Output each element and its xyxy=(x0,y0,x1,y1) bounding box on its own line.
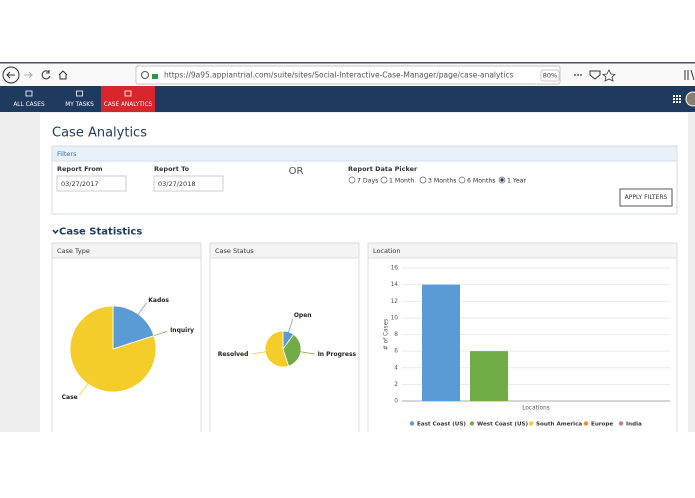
pie-label-line xyxy=(287,318,294,334)
pie-label-line xyxy=(251,351,268,355)
legend-marker xyxy=(528,421,534,426)
bar[interactable] xyxy=(470,351,508,401)
chart-panel-header xyxy=(209,242,360,259)
pie-label: Kados xyxy=(148,297,169,304)
legend-marker xyxy=(469,421,475,426)
to-value: 03/27/2018 xyxy=(158,180,195,188)
from-label: Report From xyxy=(57,165,103,173)
pie-label: Resolved xyxy=(218,351,249,358)
to-label: Report To xyxy=(154,165,190,173)
reload-button[interactable] xyxy=(41,70,51,80)
radio-dot xyxy=(500,178,504,182)
pie-label: In Progress xyxy=(318,351,357,358)
back-icon xyxy=(6,71,15,79)
y-tick-label: 10 xyxy=(391,315,399,321)
avatar[interactable] xyxy=(685,91,695,107)
apply-button[interactable] xyxy=(619,188,673,207)
pie-label-line xyxy=(79,381,90,396)
from-input[interactable] xyxy=(56,175,127,192)
bookmark-icon[interactable] xyxy=(602,69,616,82)
legend-marker xyxy=(618,421,624,426)
chart-title: Case Status xyxy=(215,247,254,255)
y-tick-label: 8 xyxy=(394,332,398,338)
from-value: 03/27/2017 xyxy=(61,180,98,188)
chart-title: Case Type xyxy=(57,247,90,255)
lock-icon xyxy=(152,74,158,79)
page-title: Case Analytics xyxy=(52,126,147,141)
y-tick-label: 16 xyxy=(391,266,399,272)
filters-header xyxy=(51,145,678,162)
legend-label[interactable]: Europe xyxy=(591,422,613,428)
radio[interactable] xyxy=(419,176,427,184)
nav-tab-label: MY TASKS xyxy=(65,102,94,108)
nav-tab-label: CASE ANALYTICS xyxy=(104,102,153,108)
back-button[interactable] xyxy=(2,66,20,84)
nav-tab[interactable] xyxy=(58,86,101,112)
chart-panel-header xyxy=(367,242,678,259)
chart-title: Location xyxy=(373,247,401,255)
nav-tab-icon xyxy=(124,90,132,97)
radio-label: 6 Months xyxy=(467,178,496,185)
nav-tab-icon xyxy=(25,90,33,97)
collapse-chevron[interactable] xyxy=(52,229,59,235)
bar[interactable] xyxy=(422,284,460,401)
pocket-icon[interactable] xyxy=(589,70,601,80)
y-axis-title: # of Cases xyxy=(384,319,390,350)
x-axis-title: Locations xyxy=(522,406,550,412)
zoom-text: 80% xyxy=(543,72,557,80)
or-text: OR xyxy=(289,166,304,177)
y-tick-label: 6 xyxy=(394,349,398,355)
window-edge xyxy=(0,62,695,64)
radio[interactable] xyxy=(458,176,466,184)
page-bottom xyxy=(0,432,695,494)
picker-label: Report Data Picker xyxy=(348,165,418,173)
legend-label[interactable]: South America xyxy=(536,422,582,428)
home-button[interactable] xyxy=(58,70,68,80)
chart-panel xyxy=(367,242,678,444)
nav-tab[interactable] xyxy=(0,86,58,112)
pie-label: Case xyxy=(62,394,78,401)
forward-button[interactable] xyxy=(24,71,33,79)
library-icon[interactable] xyxy=(684,69,695,81)
nav-tab-label: ALL CASES xyxy=(13,102,45,108)
y-tick-label: 12 xyxy=(391,299,399,305)
apps-icon[interactable] xyxy=(673,95,681,103)
legend-marker xyxy=(409,421,415,426)
y-tick-label: 0 xyxy=(394,399,398,405)
pie-label: Inquiry xyxy=(170,327,194,334)
nav-tab-icon xyxy=(76,90,83,97)
radio-label: 1 Month xyxy=(389,178,414,185)
nav-tab[interactable] xyxy=(101,86,155,112)
legend-label[interactable]: East Coast (US) xyxy=(417,422,466,428)
filters-title: Filters xyxy=(57,150,77,158)
pie-label-line xyxy=(298,351,315,355)
url-bar[interactable] xyxy=(135,65,561,85)
url-text: https://9a95.appiantrial.com/suite/sites… xyxy=(164,71,514,80)
radio[interactable] xyxy=(348,176,356,184)
info-icon xyxy=(141,71,149,79)
legend-label[interactable]: India xyxy=(626,422,642,428)
radio[interactable] xyxy=(380,176,388,184)
pie-label-line xyxy=(136,302,147,317)
zoom-badge[interactable] xyxy=(540,69,560,82)
legend-marker xyxy=(583,421,589,426)
radio-label: 1 Year xyxy=(507,178,526,185)
y-tick-label: 2 xyxy=(394,382,398,388)
radio-label: 3 Months xyxy=(428,178,457,185)
to-input[interactable] xyxy=(153,175,224,192)
pie-label-line xyxy=(151,331,168,337)
apply-button-text: APPLY FILTERS xyxy=(625,194,668,201)
section-title: Case Statistics xyxy=(59,227,142,238)
radio-label: 7 Days xyxy=(357,178,378,185)
chart-panel-header xyxy=(51,242,202,259)
page-actions[interactable] xyxy=(574,74,582,76)
legend-label[interactable]: West Coast (US) xyxy=(477,422,529,428)
y-tick-label: 4 xyxy=(394,365,398,371)
pie-label: Open xyxy=(294,312,312,319)
y-tick-label: 14 xyxy=(391,282,399,288)
